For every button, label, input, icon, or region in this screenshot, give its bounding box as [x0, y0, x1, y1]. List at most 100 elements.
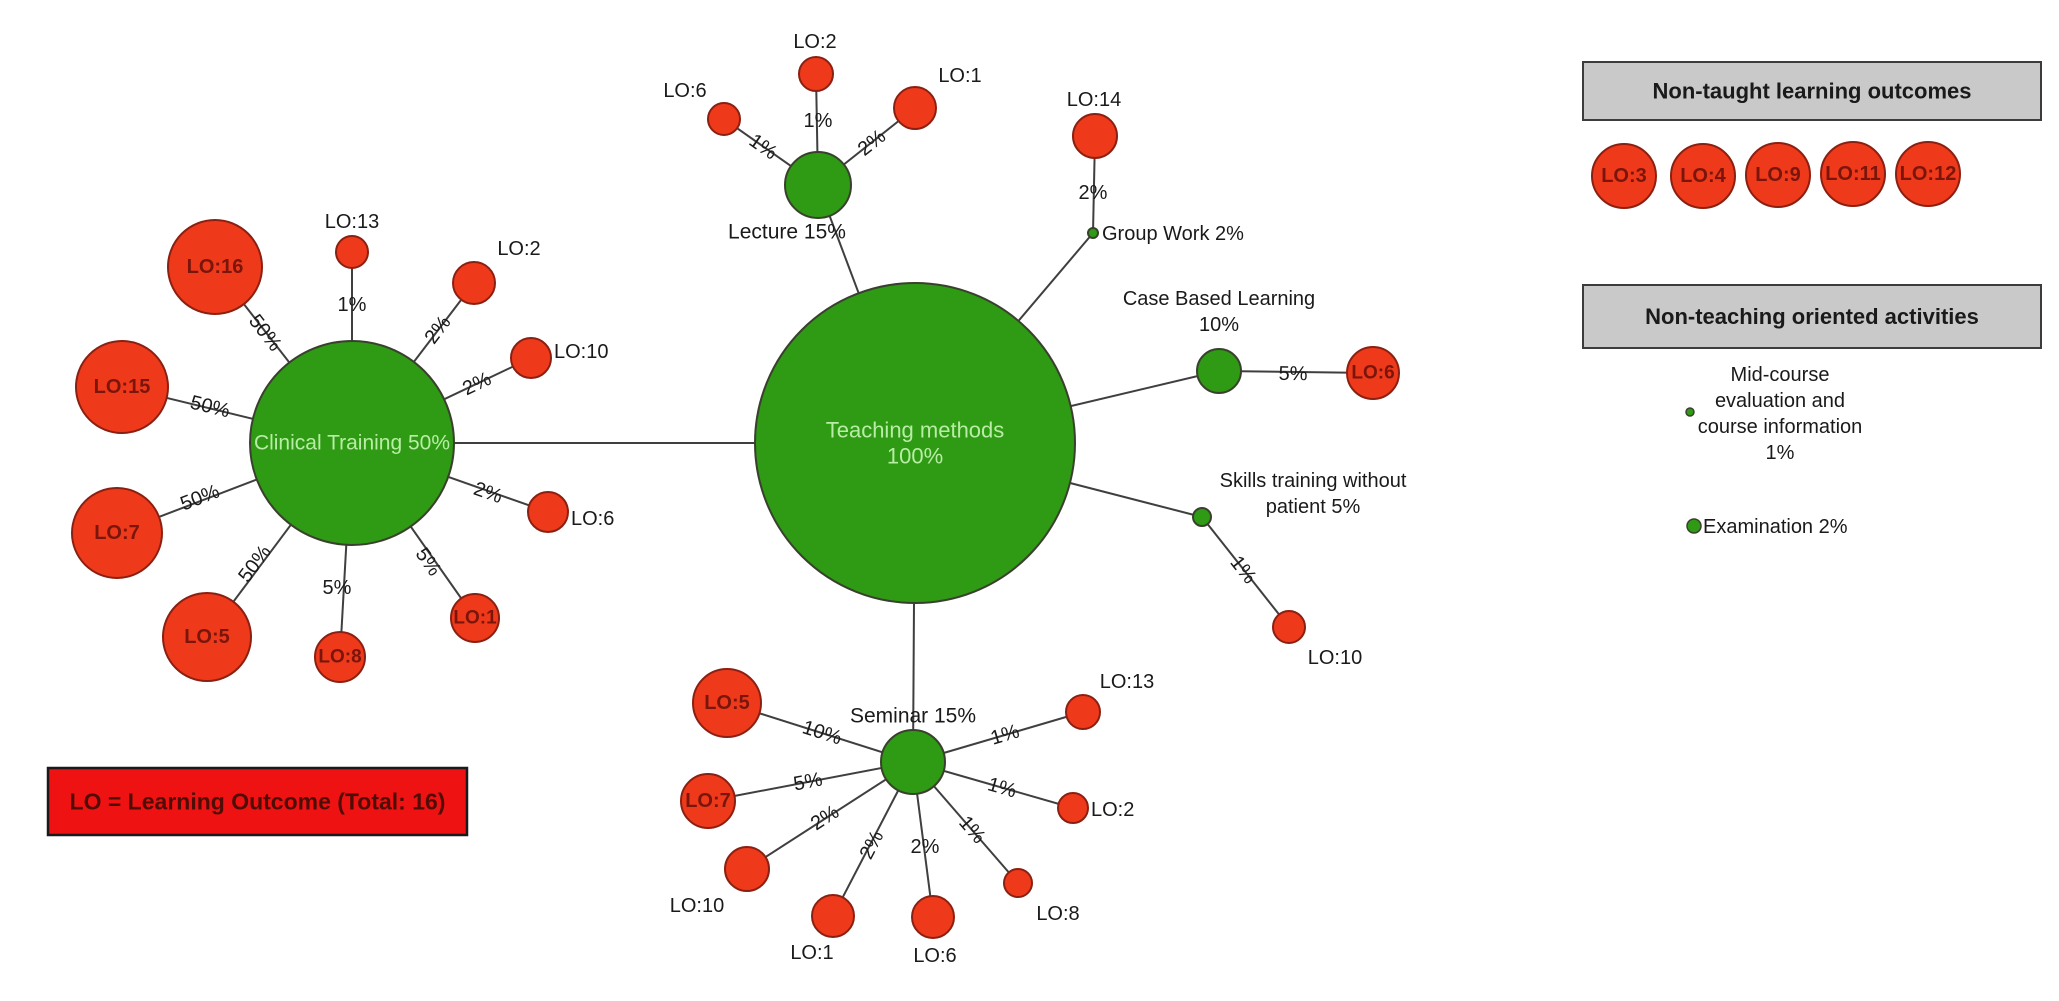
edge-label-skills-training--lo10-skills-line: 1% [1225, 552, 1260, 588]
label-lo1-seminar-line: LO:1 [790, 942, 833, 964]
node-lo6-seminar [911, 895, 955, 939]
label-lo14-group-work-line: LO:14 [1067, 89, 1121, 111]
label-lo10-clinical-line: LO:10 [554, 341, 608, 363]
label-lo7-clinical: LO:7 [94, 522, 140, 544]
label-lecture: Lecture 15% [728, 221, 846, 244]
note-examination: Examination 2% [1703, 516, 1848, 538]
edge-label-seminar--lo2-seminar-line: 1% [985, 773, 1019, 802]
label-case-based-learning-line: Case Based Learning [1123, 288, 1315, 310]
node-lo14-group-work [1072, 113, 1118, 159]
edge-label-seminar--lo8-seminar-line: 1% [954, 812, 990, 848]
node-lo10-clinical [510, 337, 552, 379]
node-case-based-learning [1196, 348, 1242, 394]
edge-label-lecture--lo2-lecture: 1% [804, 110, 833, 132]
node-clinical-training [249, 340, 455, 546]
label-skills-training: Skills training without patient 5% [1220, 470, 1407, 518]
label-seminar-line: Seminar 15% [850, 705, 976, 728]
label-lo5-clinical-line: LO:5 [184, 626, 230, 648]
non-teaching-header-box [1582, 284, 2042, 349]
label-lo8-clinical-line: LO:8 [318, 647, 361, 668]
node-group-work [1087, 227, 1099, 239]
edge-label-clinical-training--lo8-clinical-line: 5% [323, 577, 352, 599]
label-lo6-clinical: LO:6 [571, 508, 614, 530]
edge-label-clinical-training--lo2-clinical-line: 2% [420, 312, 455, 348]
edge-label-seminar--lo8-seminar: 1% [954, 812, 990, 848]
label-lo6-lecture-line: LO:6 [663, 80, 706, 102]
edge-label-clinical-training--lo10-clinical-line: 2% [459, 368, 495, 400]
label-lo10-skills: LO:10 [1308, 647, 1362, 669]
edge-label-clinical-training--lo7-clinical-line: 50% [177, 480, 222, 515]
node-lo2-lecture [798, 56, 834, 92]
node-lo2-seminar [1057, 792, 1089, 824]
edge-label-group-work--lo14-group-work-line: 2% [1079, 182, 1108, 204]
non-teaching-header-title-line: Non-teaching oriented activities [1645, 304, 1979, 329]
label-lo10-clinical: LO:10 [554, 341, 608, 363]
note-mid-course-evaluation-line: 1% [1766, 442, 1795, 464]
edge-label-seminar--lo7-seminar-line: 5% [792, 768, 825, 795]
label-lo11-non-taught-line: LO:11 [1825, 163, 1881, 185]
label-lo13-seminar: LO:13 [1100, 671, 1154, 693]
label-lo6-lecture: LO:6 [663, 80, 706, 102]
label-lo7-seminar: LO:7 [685, 790, 731, 812]
label-lo5-seminar-line: LO:5 [704, 692, 750, 714]
edge-label-seminar--lo10-seminar-line: 2% [807, 801, 843, 835]
dot-mid-course-evaluation [1685, 407, 1695, 417]
edge-label-clinical-training--lo8-clinical: 5% [323, 577, 352, 599]
edge-label-seminar--lo7-seminar: 5% [792, 768, 825, 795]
label-lo16-clinical: LO:16 [187, 256, 244, 278]
label-lo5-seminar: LO:5 [704, 692, 750, 714]
node-lo1-clinical [450, 593, 500, 643]
label-lo1-lecture-line: LO:1 [938, 65, 981, 87]
label-group-work-line: Group Work 2% [1102, 223, 1244, 245]
node-lo2-clinical [452, 261, 496, 305]
label-lo15-clinical-line: LO:15 [94, 376, 151, 398]
lo-legend-label-line: LO = Learning Outcome (Total: 16) [70, 789, 446, 815]
edge-skills-training--lo10-skills [1201, 516, 1290, 628]
edge-label-seminar--lo13-seminar: 1% [988, 720, 1022, 749]
edge-label-group-work--lo14-group-work: 2% [1079, 182, 1108, 204]
note-mid-course-evaluation-line: course information [1698, 416, 1863, 438]
lo-legend-label: LO = Learning Outcome (Total: 16) [70, 789, 446, 815]
label-skills-training-line: Skills training without [1220, 470, 1407, 492]
label-lo4-non-taught-line: LO:4 [1680, 165, 1726, 187]
edge-label-lecture--lo1-lecture-line: 2% [854, 125, 890, 160]
node-lo10-seminar [724, 846, 770, 892]
node-lo5-seminar [692, 668, 762, 738]
node-lo6-case-based [1346, 346, 1400, 400]
label-lo1-seminar: LO:1 [790, 942, 833, 964]
label-lo7-clinical-line: LO:7 [94, 522, 140, 544]
lo-legend-box [46, 766, 469, 837]
node-lo15-clinical [75, 340, 169, 434]
edge-label-seminar--lo1-seminar-line: 2% [856, 827, 889, 863]
node-lo13-clinical [335, 235, 369, 269]
label-lo11-non-taught: LO:11 [1825, 163, 1881, 185]
node-lo3-non-taught [1591, 143, 1657, 209]
edge-label-case-based-learning--lo6-case-based: 5% [1278, 363, 1307, 385]
dot-examination [1686, 518, 1702, 534]
node-seminar [880, 729, 946, 795]
label-lo10-skills-line: LO:10 [1308, 647, 1362, 669]
label-lo13-clinical: LO:13 [325, 211, 379, 233]
label-lo9-non-taught-line: LO:9 [1755, 164, 1801, 186]
edge-label-clinical-training--lo5-clinical: 50% [234, 541, 276, 586]
label-lo10-seminar-line: LO:10 [670, 895, 724, 917]
label-lo13-seminar-line: LO:13 [1100, 671, 1154, 693]
label-lo8-seminar: LO:8 [1036, 903, 1079, 925]
edge-label-seminar--lo5-seminar: 10% [800, 716, 845, 749]
edge-label-seminar--lo5-seminar-line: 10% [800, 716, 845, 749]
label-lo8-seminar-line: LO:8 [1036, 903, 1079, 925]
edge-label-seminar--lo13-seminar-line: 1% [988, 720, 1022, 749]
label-lo12-non-taught: LO:12 [1900, 163, 1957, 185]
node-teaching-methods [754, 282, 1076, 604]
edge-label-clinical-training--lo6-clinical: 2% [471, 478, 506, 508]
edge-label-clinical-training--lo10-clinical: 2% [459, 368, 495, 400]
label-lo5-clinical: LO:5 [184, 626, 230, 648]
edge-label-clinical-training--lo1-clinical-line: 5% [411, 544, 446, 580]
edge-label-lecture--lo2-lecture-line: 1% [804, 110, 833, 132]
node-lo12-non-taught [1895, 141, 1961, 207]
edge-label-clinical-training--lo13-clinical: 1% [338, 294, 367, 316]
note-mid-course-evaluation: Mid-course evaluation and course informati… [1698, 364, 1863, 464]
node-lo11-non-taught [1820, 141, 1886, 207]
